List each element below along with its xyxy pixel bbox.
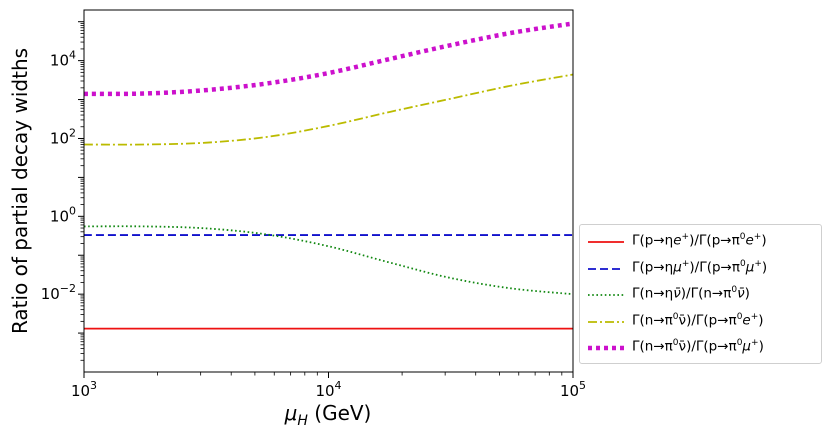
legend-label: Γ(p→ημ+)/Γ(p→π0μ+)	[632, 258, 768, 276]
legend-swatch	[588, 241, 624, 243]
plot-frame	[83, 9, 574, 373]
plot-area	[84, 10, 573, 372]
x-tick-label-1: 103	[71, 379, 97, 400]
legend-swatch	[588, 294, 624, 296]
legend-swatch	[588, 320, 624, 323]
x-tick-label-2: 104	[315, 379, 341, 400]
legend: Γ(p→ηe+)/Γ(p→π0e+) Γ(p→ημ+)/Γ(p→π0μ+) Γ(n→…	[579, 224, 822, 364]
series-line-3	[83, 225, 574, 296]
y-tick-label-2: 100	[50, 204, 76, 225]
legend-label: Γ(p→ηe+)/Γ(p→π0e+)	[632, 232, 767, 249]
legend-swatch	[588, 267, 624, 270]
y-tick-label-1: 10−2	[41, 282, 76, 303]
tick-layer: 103 104 105 10−2 100 102 104	[41, 21, 586, 400]
legend-label: Γ(n→π0ν̄)/Γ(p→π0e+)	[632, 311, 764, 329]
x-tick-label-3: 105	[560, 379, 586, 400]
legend-entry: Γ(n→ην̄)/Γ(n→π0ν̄)	[580, 283, 821, 307]
legend-label: Γ(n→π0ν̄)/Γ(p→π0μ+)	[632, 338, 764, 355]
series-line-4	[83, 73, 574, 146]
legend-label: Γ(n→ην̄)/Γ(n→π0ν̄)	[632, 285, 750, 302]
legend-entry: Γ(n→π0ν̄)/Γ(p→π0μ+)	[580, 336, 821, 360]
series-layer	[83, 21, 574, 330]
y-tick-label-3: 102	[50, 126, 76, 147]
y-axis-label: Ratio of partial decay widths	[8, 48, 32, 334]
y-tick-label-4: 104	[50, 49, 76, 70]
legend-entry: Γ(n→π0ν̄)/Γ(p→π0e+)	[580, 310, 821, 334]
legend-swatch	[588, 345, 624, 351]
legend-entry: Γ(p→ηe+)/Γ(p→π0e+)	[580, 230, 821, 254]
x-axis-label: μH (GeV)	[284, 401, 372, 429]
legend-entry: Γ(p→ημ+)/Γ(p→π0μ+)	[580, 257, 821, 281]
